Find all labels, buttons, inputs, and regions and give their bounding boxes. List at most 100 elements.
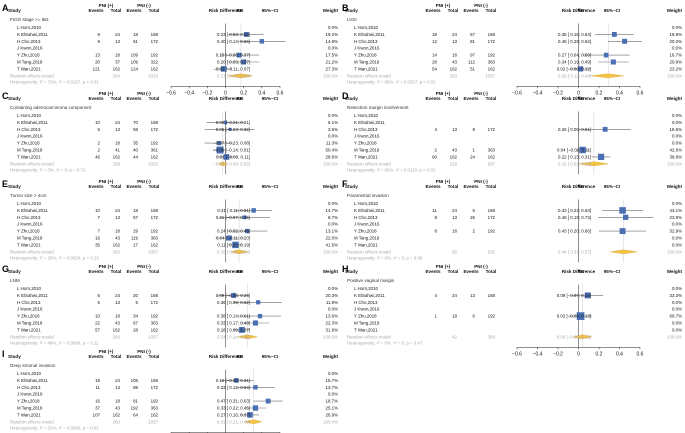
total-pni-pos: 18 — [115, 53, 120, 58]
study-row: H Cho,2013 9 13 51 172 0.40 [ 0.14; 0.66] 14.8… — [17, 39, 338, 44]
panel-label: E — [2, 179, 8, 189]
panel-label: A — [2, 3, 9, 13]
column-header-pni-pos: PNI (+) — [436, 179, 451, 184]
events-pni-neg: 17 — [133, 242, 138, 247]
study-name: T Wan,2021 — [17, 412, 41, 417]
total-pni-pos: 162 — [113, 154, 121, 159]
rd-value: 0.04 [−0.02; 0.11] — [557, 148, 591, 153]
panel-label: G — [2, 264, 9, 274]
rd-value: 0.34 [ 0.19; 0.49] — [558, 60, 591, 65]
column-header-total: Total — [448, 96, 459, 101]
total-pni-pos: 13 — [452, 127, 457, 132]
column-header-pni-neg: PNI (-) — [137, 91, 151, 96]
pooled-total-pni-neg: 1057 — [148, 334, 158, 339]
weight-value: 0.0% — [672, 141, 682, 146]
events-pni-neg: 81 — [133, 399, 138, 404]
study-name: L Horn,2010 — [17, 286, 42, 291]
events-pni-neg: 119 — [131, 236, 139, 241]
rd-value: 0.15 [−0.06; 0.37] — [216, 53, 250, 58]
pooled-row: Random effects model 260 1057 0.24 [ 0.14; … — [10, 334, 338, 339]
rd-value: 0.20 [ 0.03; 0.37] — [217, 60, 250, 65]
events-pni-pos: 8 — [435, 229, 438, 234]
study-row: T Wan,2021 54 162 51 162 0.02 [−0.08; 0.12] 23… — [354, 66, 682, 72]
random-effects-label: Random effects model — [347, 334, 391, 339]
column-header-ci: 95%−CI — [262, 354, 278, 359]
total-pni-pos: 43 — [115, 321, 120, 326]
column-header-events: Events — [425, 269, 441, 274]
study-name: K ElSahwi,2011 — [354, 32, 385, 37]
rd-value: 0.43 [ 0.20; 0.66] — [558, 229, 591, 234]
total-pni-pos: 18 — [115, 141, 120, 146]
study-name: K ElSahwi,2011 — [17, 208, 48, 213]
study-row: H Cho,2013 5 13 5 172 0.36 [ 0.09; 0.62] 11.9% — [17, 300, 338, 305]
pooled-total-pni-neg: 1057 — [485, 73, 495, 78]
study-name: M Tang,2019 — [354, 236, 380, 241]
study-row: Y Zhu,2018 16 18 81 192 0.47 [ 0.31; 0.63] 18.… — [17, 399, 338, 404]
effect-marker — [602, 126, 608, 132]
study-row: L Horn,2010 0.0% — [17, 25, 338, 30]
total-pni-pos: 43 — [115, 406, 120, 411]
total-pni-pos: 13 — [115, 300, 120, 305]
weight-value: 0.0% — [672, 327, 682, 332]
total-pni-pos: 13 — [452, 215, 457, 220]
total-pni-neg: 363 — [151, 236, 159, 241]
total-pni-neg: 192 — [151, 399, 159, 404]
column-header-rd: RD — [578, 184, 585, 189]
weight-value: 0.0% — [672, 300, 682, 305]
column-header-rd: RD — [237, 269, 244, 274]
column-header-study: Study — [345, 269, 358, 274]
column-header-ci: 95%−CI — [262, 8, 278, 13]
study-row: K ElSahwi,2011 0.0% — [354, 120, 682, 125]
effect-marker — [622, 38, 628, 44]
pooled-total-pni-pos: 260 — [450, 73, 458, 78]
study-row: J Kwon,2016 0.0% — [354, 46, 682, 51]
weight-value: 13.7% — [326, 385, 339, 390]
total-pni-neg: 168 — [151, 32, 159, 37]
events-pni-pos: 121 — [93, 66, 101, 71]
total-pni-pos: 162 — [113, 412, 121, 417]
weight-value: 19.2% — [326, 32, 339, 37]
study-name: L Horn,2010 — [354, 201, 379, 206]
study-row: H Cho,2013 7 13 57 172 0.21 [−0.07; 0.49] 8.7% — [17, 215, 338, 220]
column-header-weight: Weight — [667, 269, 683, 274]
pooled-diamond — [590, 73, 624, 79]
rd-value: 0.26 [ 0.00; 0.51] — [558, 127, 591, 132]
events-pni-pos: 37 — [95, 406, 100, 411]
events-pni-neg: 81 — [470, 39, 475, 44]
pooled-rd-value: 0.31 [ 0.21; 0.40] — [217, 419, 250, 424]
weight-value: 0.0% — [672, 242, 682, 247]
column-header-total: Total — [111, 354, 122, 359]
rd-value: 0.02 [−0.08; 0.12] — [557, 66, 591, 71]
total-pni-pos: 18 — [452, 229, 457, 234]
total-pni-pos: 37 — [115, 60, 120, 65]
column-header-pni-pos: PNI (+) — [436, 91, 451, 96]
study-row: Y Zhu,2018 14 18 97 192 0.27 [ 0.04; 0.50] 16.… — [354, 53, 682, 58]
x-tick-label: 0.2 — [240, 90, 247, 96]
pooled-weight-value: 100.0% — [667, 249, 682, 254]
events-pni-neg: 58 — [133, 127, 138, 132]
pooled-weight-value: 100.0% — [323, 249, 338, 254]
study-row: Y Zhu,2018 1 18 6 192 0.02 [−0.09; 0.13] 66.7% — [354, 312, 682, 320]
column-header-pni-neg: PNI (-) — [137, 349, 151, 354]
column-header-total: Total — [448, 269, 459, 274]
total-pni-pos: 13 — [452, 39, 457, 44]
effect-marker — [220, 66, 227, 72]
study-row: H Cho,2013 12 13 81 172 0.45 [ 0.29; 0.62] 20.… — [354, 39, 682, 44]
study-row: L Horn,2010 0.0% — [354, 201, 682, 206]
rd-value: 0.43 [ 0.23; 0.63] — [558, 208, 591, 213]
effect-marker — [241, 59, 247, 65]
rd-value: 0.18 [ 0.09; 0.27] — [217, 327, 250, 332]
study-row: J Kwon,2016 0.0% — [354, 134, 682, 139]
total-pni-pos: 24 — [452, 208, 457, 213]
events-pni-neg: 51 — [133, 39, 138, 44]
total-pni-pos: 18 — [115, 399, 120, 404]
events-pni-neg: 13 — [470, 293, 475, 298]
weight-value: 0.0% — [328, 201, 338, 206]
heterogeneity-text: Heterogeneity: I² = 0%, τ² = 0, p = 0.47 — [347, 340, 423, 345]
heterogeneity-text: Heterogeneity: I² = 29%, τ² = 0.0024, p … — [10, 255, 99, 260]
column-header-ci: 95%−CI — [604, 269, 620, 274]
study-name: Y Zhu,2018 — [17, 53, 40, 58]
study-row: J Kwon,2016 0.0% — [17, 392, 338, 397]
